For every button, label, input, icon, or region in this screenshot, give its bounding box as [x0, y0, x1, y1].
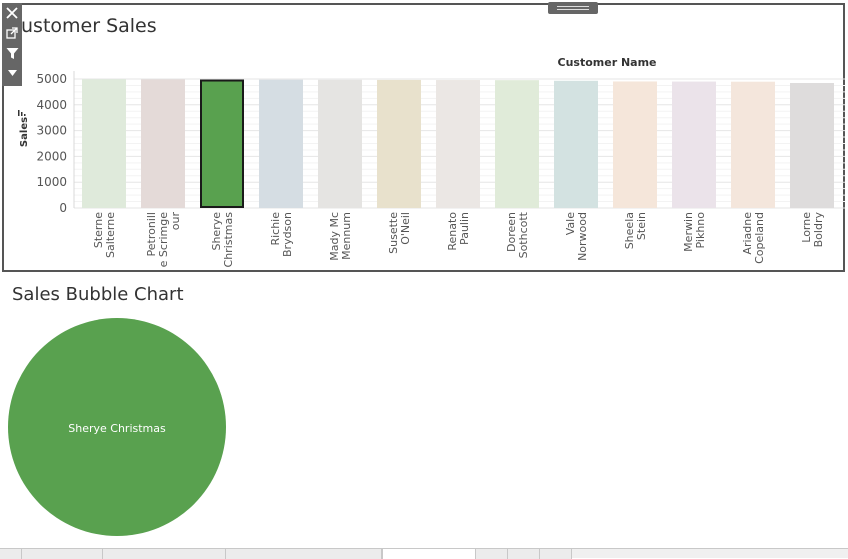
bar-vale-norwood[interactable] [554, 80, 598, 208]
sales-bubble-chart: Sherye Christmas [8, 318, 226, 536]
sheet-tab[interactable] [226, 549, 382, 559]
x-tick-label-line: Stein [635, 212, 648, 240]
x-tick-label-line: O'Neil [399, 212, 412, 245]
x-tick-label-line: Sothcott [517, 211, 530, 258]
x-tick-label-line: Pikhno [694, 212, 707, 249]
sheet-tab[interactable] [508, 549, 540, 559]
y-tick-label: 4000 [36, 98, 67, 112]
column-header-customer-name: Customer Name [558, 56, 657, 69]
x-tick-label: Ariadne Copeland [741, 212, 766, 264]
bubble-label: Sherye Christmas [68, 422, 166, 435]
x-tick-label-line: Norwood [576, 212, 589, 261]
drag-handle[interactable] [548, 2, 598, 14]
bar-mady-mc-mennum[interactable] [318, 79, 362, 208]
x-tick-label-line: Sterne [92, 212, 105, 248]
x-tick-label-line: Mady Mc [328, 212, 341, 261]
y-tick-label: 2000 [36, 149, 67, 163]
y-axis-title: Sales [18, 110, 30, 147]
x-tick-label-line: Salterne [104, 212, 117, 258]
sheet-tab-active[interactable] [382, 549, 476, 559]
sheet-tab[interactable] [476, 549, 508, 559]
y-tick-label: 1000 [36, 175, 67, 189]
x-tick-label-line: Doreen [505, 212, 518, 252]
y-tick-label: 0 [59, 201, 67, 215]
x-tick-label-line: Renato [446, 212, 459, 251]
menu-caret-icon[interactable] [2, 63, 22, 83]
x-tick-label-line: e Scrimge [157, 212, 170, 268]
sheet-tab-bar [0, 548, 848, 559]
x-tick-label: Richie Brydson [269, 212, 294, 257]
bar-richie-brydson[interactable] [259, 79, 303, 209]
x-tick-label: Susette O'Neil [387, 212, 412, 254]
x-tick-label-line: Merwin [682, 212, 695, 252]
bar-lorne-boldry[interactable] [790, 82, 834, 208]
sort-icon[interactable] [18, 110, 26, 116]
sheet-tab[interactable] [103, 549, 226, 559]
filter-icon[interactable] [2, 43, 22, 63]
x-tick-label: Doreen Sothcott [505, 211, 530, 258]
sheet-tab[interactable] [22, 549, 103, 559]
x-tick-label: Sherye Christmas [210, 212, 235, 268]
x-tick-label-line: Brydson [281, 212, 294, 257]
sheet-tab[interactable] [0, 549, 22, 559]
bar-merwin-pikhno[interactable] [672, 81, 716, 208]
x-tick-label-line: Petronill [145, 212, 158, 256]
y-axis-label: Sales [19, 117, 30, 147]
popout-icon[interactable] [2, 23, 22, 43]
x-tick-label: Merwin Pikhno [682, 212, 707, 252]
customer-sales-bar-chart: Customer Name 0 1000 2000 3000 4000 5000 Ster… [18, 56, 845, 268]
x-tick-label-line: Sherye [210, 212, 223, 251]
x-tick-label-line: our [169, 212, 182, 231]
x-tick-label-line: Paulin [458, 212, 471, 245]
x-tick-label: Lorne Boldry [800, 212, 825, 248]
x-tick-label: Sterne Salterne [92, 212, 117, 258]
bar-susette-o-neil[interactable] [377, 79, 421, 208]
x-tick-label-line: Vale [564, 212, 577, 235]
bar-petronill-e-scrimge-our[interactable] [141, 79, 185, 209]
x-tick-label: Petronill e Scrimge our [145, 212, 182, 268]
bar-sherye-christmas[interactable] [200, 79, 244, 208]
x-tick-label-line: Susette [387, 212, 400, 254]
bar-doreen-sothcott[interactable] [495, 80, 539, 208]
x-tick-label: Vale Norwood [564, 212, 589, 261]
worksheet-toolbar [2, 3, 22, 86]
y-tick-label: 3000 [36, 124, 67, 138]
x-tick-label-line: Lorne [800, 212, 813, 243]
sheet-tab[interactable] [540, 549, 572, 559]
y-tick-label: 5000 [36, 72, 67, 86]
close-icon[interactable] [2, 3, 22, 23]
x-tick-label: Renato Paulin [446, 212, 471, 251]
x-tick-label: Mady Mc Mennum [328, 212, 353, 261]
bar-sheela-stein[interactable] [613, 81, 657, 208]
x-tick-label-line: Sheela [623, 212, 636, 249]
bar-sterne-salterne[interactable] [82, 79, 126, 209]
bar-renato-paulin[interactable] [436, 80, 480, 208]
chart-title: ustomer Sales [21, 15, 157, 37]
x-tick-label-line: Copeland [753, 212, 766, 264]
x-tick-label-line: Boldry [812, 212, 825, 248]
x-tick-label-line: Mennum [340, 212, 353, 260]
bubble-chart-title: Sales Bubble Chart [12, 284, 184, 305]
x-tick-label: Sheela Stein [623, 212, 648, 249]
bubble-sherye-christmas[interactable] [8, 318, 226, 536]
x-tick-label-line: Richie [269, 212, 282, 246]
bar-ariadne-copeland[interactable] [731, 81, 775, 208]
x-tick-label-line: Christmas [222, 212, 235, 268]
x-tick-label-line: Ariadne [741, 212, 754, 255]
